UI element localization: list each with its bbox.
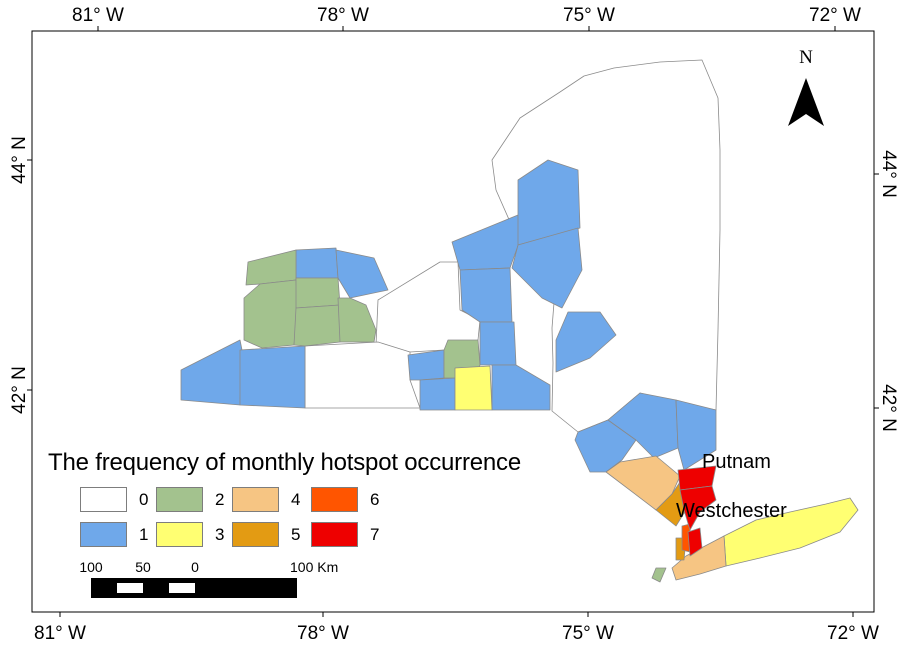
county-class-4 [671,535,727,581]
county-class-1 [675,399,717,471]
graticule-ticks [27,26,879,617]
county-layer [180,59,859,583]
county-class-1 [459,267,513,323]
legend-swatch [232,522,279,547]
legend-item: 7 [311,522,379,547]
county-class-1 [419,377,456,411]
legend-label: 4 [291,489,301,509]
legend-label: 6 [370,489,380,509]
graticule-bottom-label: 72° W [827,623,879,644]
legend-swatch [80,487,127,512]
scale-bar-tick: 100 Km [290,559,338,575]
legend-item: 4 [232,487,300,512]
legend-swatch [80,522,127,547]
legend-label: 3 [215,524,225,544]
county-class-3 [454,365,493,411]
graticule-top-label: 75° W [563,5,615,26]
legend-label: 1 [139,524,149,544]
county-class-1 [555,311,617,373]
county-class-2 [295,277,341,309]
legend-item: 3 [156,522,224,547]
graticule-top-label: 72° W [809,5,861,26]
legend-item: 0 [80,487,148,512]
legend-label: 2 [215,489,225,509]
legend-swatch [311,522,358,547]
county-class-2 [651,567,667,583]
county-class-1 [451,214,521,271]
graticule-bottom-label: 81° W [34,623,86,644]
graticule-bottom-label: 78° W [297,623,349,644]
graticule-bottom-label: 75° W [562,623,614,644]
county-class-7 [687,527,703,557]
legend-item: 1 [80,522,148,547]
legend-title: The frequency of monthly hotspot occurre… [48,449,521,476]
place-label-putnam: Putnam [702,451,771,473]
graticule-left-label: 42° N [9,366,30,414]
county-class-2 [337,297,377,343]
graticule-top-label: 81° W [72,5,124,26]
legend-label: 5 [291,524,301,544]
county-class-1 [335,249,389,299]
place-label-westchester: Westchester [676,500,787,522]
graticule-top-label: 78° W [317,5,369,26]
county-class-1 [295,247,339,279]
scale-bar-tick: 0 [191,559,199,575]
county-class-1 [239,345,306,409]
legend-item: 6 [311,487,379,512]
county-class-3 [723,497,859,567]
legend-swatch [232,487,279,512]
legend-swatch [156,487,203,512]
graticule-right-label: 44° N [878,150,899,198]
county-class-7 [679,485,717,531]
county-class-1 [517,159,581,246]
county-class-1 [407,349,445,381]
scale-bar-tick: 50 [135,559,151,575]
legend-item: 5 [232,522,300,547]
county-class-1 [479,321,517,366]
county-class-2 [293,304,341,347]
graticule-right-label: 42° N [878,384,899,432]
scale-bar-tick: 100 [79,559,103,575]
legend-label: 7 [370,524,380,544]
legend-swatch [311,487,358,512]
scale-bar: 100 50 0 100 Km [79,559,338,598]
legend-swatch [156,522,203,547]
legend-item: 2 [156,487,224,512]
north-arrow-icon: N [788,47,824,126]
county-region-unclassified [304,341,421,409]
legend-label: 0 [139,489,149,509]
county-class-1 [511,227,583,309]
north-arrow-label: N [799,47,813,68]
graticule-left-label: 44° N [9,136,30,184]
